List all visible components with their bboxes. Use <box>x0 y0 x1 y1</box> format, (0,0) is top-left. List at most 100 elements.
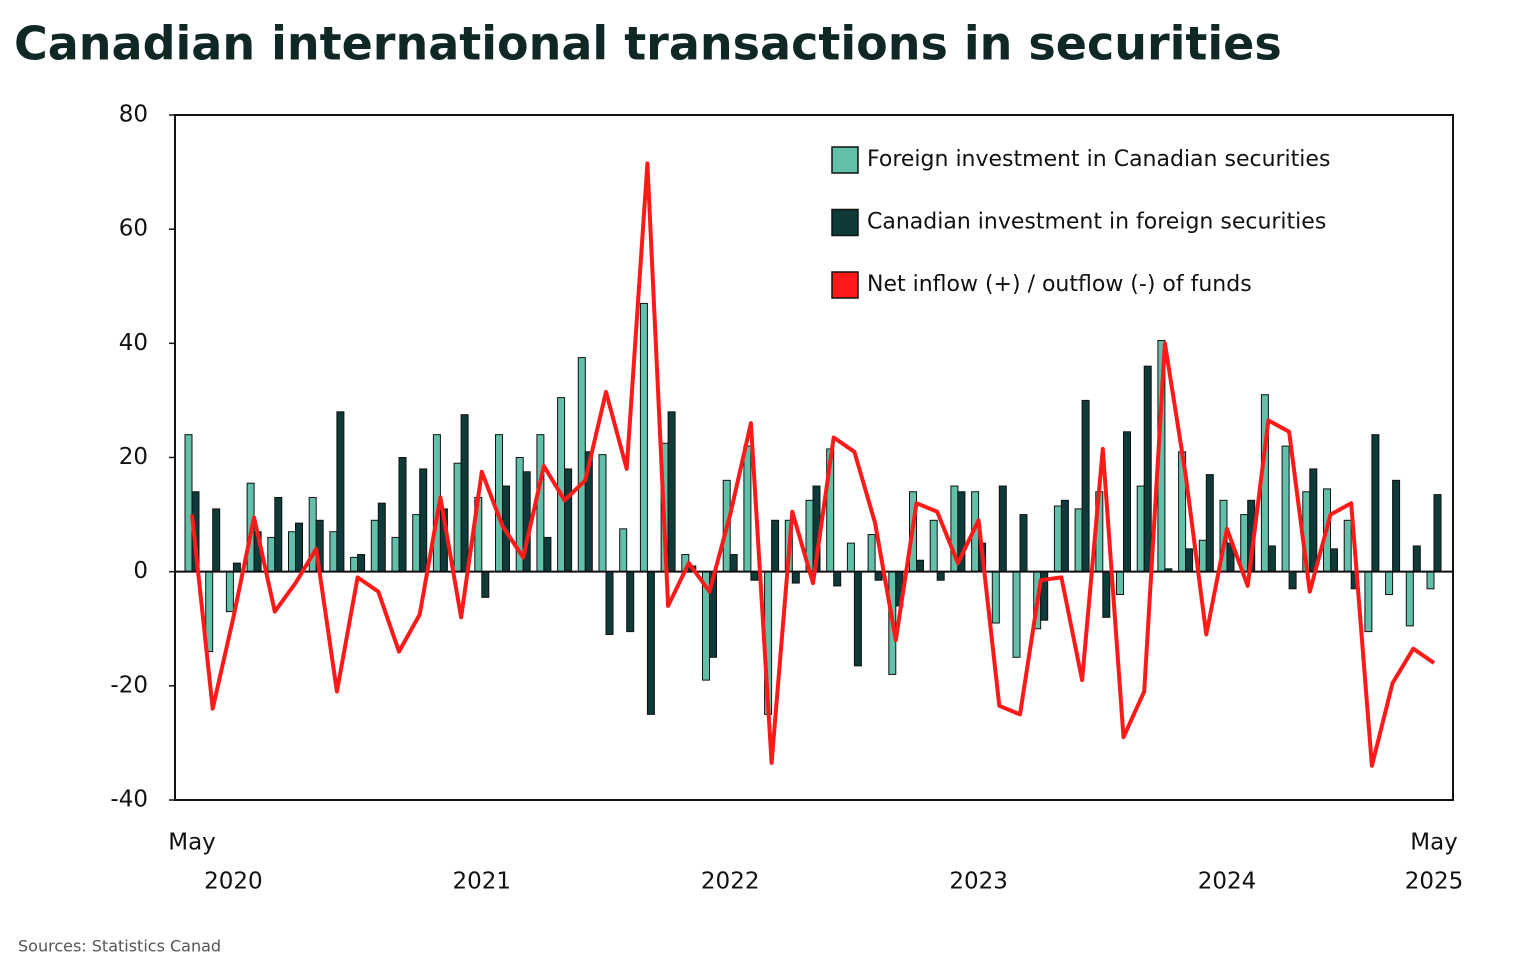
legend-label: Foreign investment in Canadian securitie… <box>867 147 1330 172</box>
bar <box>1102 571 1111 618</box>
bar <box>1405 571 1414 627</box>
bar <box>1019 514 1028 573</box>
y-tick-label: -20 <box>110 672 148 698</box>
bar <box>377 502 386 573</box>
bar <box>1136 485 1145 573</box>
bar <box>750 571 759 581</box>
bar <box>495 434 503 573</box>
bar <box>419 468 428 573</box>
bar <box>370 519 379 573</box>
bar <box>212 508 221 573</box>
x-year-label: 2024 <box>1198 869 1257 895</box>
bar <box>460 414 469 573</box>
line <box>190 161 1436 768</box>
bar <box>998 485 1007 573</box>
bar <box>1371 434 1380 573</box>
bar <box>1426 571 1435 590</box>
y-tick-label: 80 <box>119 102 148 128</box>
bar <box>1364 571 1373 633</box>
bar <box>1123 431 1131 573</box>
bar <box>1330 548 1338 573</box>
bar <box>639 302 648 573</box>
bar <box>1012 571 1021 658</box>
bar <box>646 571 655 715</box>
bar <box>771 519 780 573</box>
bar <box>1198 539 1207 573</box>
bar <box>336 411 345 573</box>
bar <box>605 571 614 635</box>
bar <box>391 536 400 573</box>
bar <box>1081 399 1090 573</box>
bar <box>1240 514 1249 573</box>
y-tick-label: 20 <box>119 444 148 470</box>
bar <box>853 571 862 667</box>
bar <box>274 496 283 573</box>
bar <box>1053 505 1062 573</box>
bar <box>867 534 876 573</box>
bar <box>543 536 552 573</box>
bar <box>357 554 366 573</box>
legend-label: Net inflow (+) / outflow (-) of funds <box>867 272 1252 297</box>
legend-swatch <box>831 271 859 299</box>
bar <box>1267 545 1276 573</box>
bar <box>412 514 421 573</box>
bar <box>598 454 607 573</box>
bar <box>398 457 407 573</box>
bar <box>564 468 573 573</box>
bar <box>295 522 303 573</box>
bar <box>288 531 296 573</box>
bar <box>1412 545 1421 573</box>
bar <box>1185 548 1194 573</box>
bar <box>557 397 566 573</box>
bar <box>350 556 359 573</box>
bar <box>874 571 883 581</box>
x-year-label: 2023 <box>949 869 1008 895</box>
bar <box>626 571 635 633</box>
bar <box>1205 474 1214 573</box>
bar <box>453 462 462 573</box>
source: Sources: Statistics Canad <box>18 937 221 956</box>
legend-swatch <box>831 146 859 174</box>
bar <box>1309 468 1318 573</box>
bar <box>729 554 738 573</box>
bar <box>536 434 545 573</box>
y-tick-label: 40 <box>119 330 148 356</box>
bar <box>1074 508 1083 573</box>
bar <box>743 445 752 573</box>
bar <box>225 571 234 613</box>
x-tick-label: May <box>1410 830 1458 856</box>
plot-area <box>174 114 1454 801</box>
y-tick-label: -40 <box>110 787 148 813</box>
bar <box>619 528 628 573</box>
bar <box>929 519 938 573</box>
bar <box>577 357 586 573</box>
bar <box>184 434 193 573</box>
y-tick-label: 60 <box>119 216 148 242</box>
bar <box>846 542 855 573</box>
legend-label: Canadian investment in foreign securitie… <box>867 210 1326 235</box>
bar <box>267 536 276 573</box>
bar <box>991 571 1000 624</box>
chart-title: Canadian international transactions in s… <box>14 17 1282 71</box>
bar <box>916 559 924 573</box>
bar <box>1116 571 1124 596</box>
bar <box>1343 519 1352 573</box>
x-year-label: 2022 <box>701 869 760 895</box>
bar <box>1288 571 1297 590</box>
x-year-label: 2021 <box>453 869 512 895</box>
bar <box>1392 479 1401 573</box>
x-year-label: 2025 <box>1405 869 1464 895</box>
bar <box>329 531 338 573</box>
x-year-label: 2020 <box>204 869 263 895</box>
bar <box>481 571 490 598</box>
bar <box>936 571 945 581</box>
bar <box>667 411 676 573</box>
y-tick-label: 0 <box>133 558 148 584</box>
bar <box>833 571 842 587</box>
bar <box>1433 494 1442 573</box>
bar <box>1060 499 1069 573</box>
x-tick-label: May <box>168 830 216 856</box>
bar <box>232 562 241 573</box>
